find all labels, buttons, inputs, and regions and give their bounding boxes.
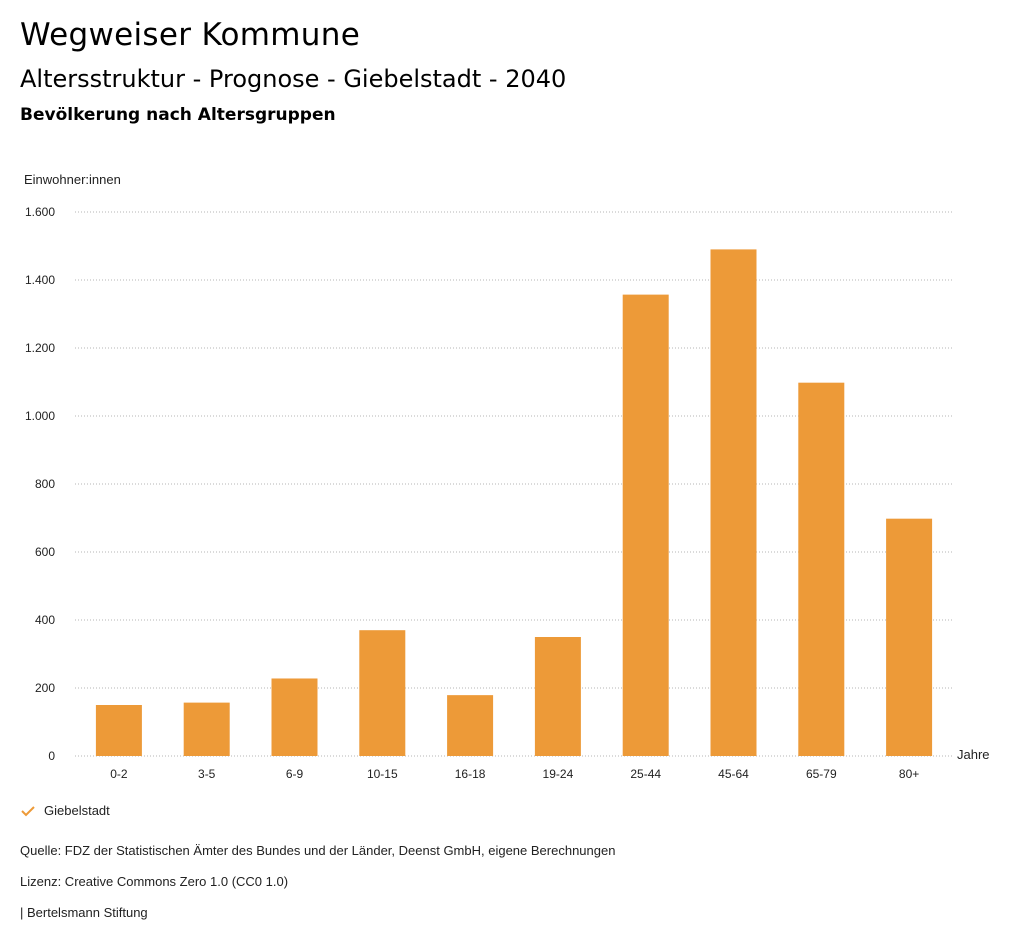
chart-subtitle: Bevölkerung nach Altersgruppen	[20, 105, 336, 125]
bar-45-64[interactable]	[710, 249, 757, 756]
x-tick-label: 16-18	[455, 767, 486, 781]
bars	[95, 249, 933, 756]
bar-10-15[interactable]	[359, 630, 406, 756]
x-axis-ticks: 0-2 3-5 6-9 10-15 16-18 19-24 25-44 45-64 65-79 8…	[110, 767, 919, 781]
gridlines	[75, 211, 953, 757]
x-tick-label: 19-24	[543, 767, 574, 781]
x-tick-label: 65-79	[806, 767, 837, 781]
bar-chart: 0 200 400 600 800 1.000 1.200 1.400 1.600 0-2 3-5…	[24, 172, 990, 781]
y-tick-label: 1.000	[25, 409, 55, 423]
bar-65-79[interactable]	[798, 382, 845, 756]
x-tick-label: 45-64	[718, 767, 749, 781]
y-axis-label: Einwohner:innen	[24, 172, 121, 187]
y-tick-label: 400	[35, 613, 55, 627]
x-tick-label: 0-2	[110, 767, 128, 781]
y-tick-label: 1.200	[25, 341, 55, 355]
chart-title: Altersstruktur - Prognose - Giebelstadt …	[20, 65, 567, 93]
x-tick-label: 80+	[899, 767, 919, 781]
y-tick-label: 200	[35, 681, 55, 695]
legend-item-giebelstadt[interactable]: Giebelstadt	[20, 803, 110, 818]
y-axis-ticks: 0 200 400 600 800 1.000 1.200 1.400 1.600	[25, 205, 55, 763]
bar-19-24[interactable]	[534, 637, 581, 756]
x-axis-label: Jahre	[957, 747, 990, 762]
y-tick-label: 800	[35, 477, 55, 491]
x-tick-label: 3-5	[198, 767, 216, 781]
x-tick-label: 10-15	[367, 767, 398, 781]
source-note: Quelle: FDZ der Statistischen Ämter des …	[20, 843, 616, 858]
bar-80+[interactable]	[886, 518, 933, 756]
y-tick-label: 600	[35, 545, 55, 559]
check-icon	[21, 805, 35, 816]
bar-0-2[interactable]	[95, 705, 142, 756]
y-tick-label: 1.600	[25, 205, 55, 219]
legend-label: Giebelstadt	[44, 803, 110, 818]
license-note: Lizenz: Creative Commons Zero 1.0 (CC0 1…	[20, 874, 289, 889]
bar-16-18[interactable]	[447, 695, 494, 756]
publisher-note: | Bertelsmann Stiftung	[20, 905, 148, 920]
x-tick-label: 25-44	[630, 767, 661, 781]
brand-title: Wegweiser Kommune	[20, 17, 361, 53]
bar-6-9[interactable]	[271, 678, 318, 756]
bar-25-44[interactable]	[622, 294, 669, 756]
bar-3-5[interactable]	[183, 702, 230, 756]
y-tick-label: 0	[48, 749, 55, 763]
y-tick-label: 1.400	[25, 273, 55, 287]
x-tick-label: 6-9	[286, 767, 304, 781]
